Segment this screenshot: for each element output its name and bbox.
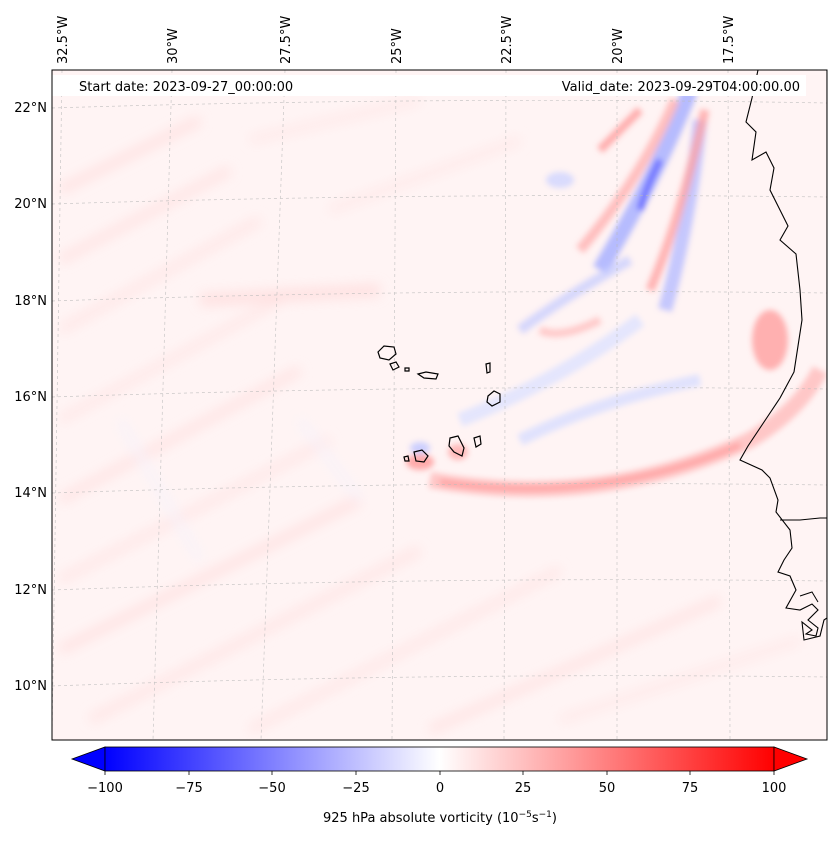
map-border xyxy=(51,69,828,741)
cape-verde-islands xyxy=(377,345,501,463)
lon-label-17-5w: 17.5°W xyxy=(722,16,737,64)
island-sao-vicente xyxy=(389,361,400,371)
island-fogo xyxy=(413,449,429,463)
bissagos-outline xyxy=(799,591,819,603)
vorticity-streak-features xyxy=(406,87,710,470)
colorbar: −100 −75 −50 −25 0 25 50 75 100 925 hPa … xyxy=(70,746,809,826)
gambia-river-outline xyxy=(780,517,827,521)
lon-label-30w: 30°W xyxy=(166,28,181,64)
colorbar-tick-label: 100 xyxy=(762,781,787,796)
colorbar-gradient xyxy=(104,746,775,772)
longitude-labels: 32.5°W 30°W 27.5°W 25°W 22.5°W 20°W 17.5… xyxy=(56,16,737,64)
colorbar-tick-label: −50 xyxy=(258,781,285,796)
colorbar-label: 925 hPa absolute vorticity (10−5s−1) xyxy=(323,810,557,826)
island-santa-luzia xyxy=(404,367,410,372)
island-santiago xyxy=(448,435,465,457)
island-sal xyxy=(485,362,491,374)
colorbar-left-extend-arrow xyxy=(70,746,106,772)
colorbar-tick-label: −75 xyxy=(175,781,202,796)
lon-label-25w: 25°W xyxy=(390,28,405,64)
lat-label-18n: 18°N xyxy=(14,294,47,309)
colorbar-label-exp1: −5 xyxy=(519,810,532,820)
africa-coastline xyxy=(739,70,827,641)
colorbar-label-mid: s xyxy=(532,811,539,826)
colorbar-label-end: ) xyxy=(552,811,557,826)
colorbar-tick-label: 75 xyxy=(682,781,699,796)
colorbar-tick-label: 0 xyxy=(436,781,444,796)
colorbar-label-exp2: −1 xyxy=(539,810,552,820)
lat-label-12n: 12°N xyxy=(14,583,47,598)
lon-label-32-5w: 32.5°W xyxy=(56,16,71,64)
colorbar-tick-label: 25 xyxy=(515,781,532,796)
colorbar-label-text: 925 hPa absolute vorticity (10 xyxy=(323,811,519,826)
island-brava xyxy=(403,455,410,462)
lat-label-16n: 16°N xyxy=(14,390,47,405)
lon-label-22-5w: 22.5°W xyxy=(500,16,515,64)
island-maio xyxy=(473,435,482,448)
colorbar-tick-label: −100 xyxy=(87,781,123,796)
vorticity-arc-feature xyxy=(428,310,827,497)
colorbar-tick-labels: −100 −75 −50 −25 0 25 50 75 100 xyxy=(87,781,786,796)
island-sao-nicolau xyxy=(416,371,439,380)
date-header-band xyxy=(52,75,806,96)
colorbar-ticks xyxy=(104,771,775,775)
lat-label-20n: 20°N xyxy=(14,197,47,212)
colorbar-right-extend-arrow xyxy=(773,746,809,772)
latitude-labels: 22°N 20°N 18°N 16°N 14°N 12°N 10°N xyxy=(14,101,47,694)
valid-date-label: Valid_date: 2023-09-29T04:00:00.00 xyxy=(562,80,800,95)
lat-label-22n: 22°N xyxy=(14,101,47,116)
graticule-lines xyxy=(52,70,827,740)
start-date-label: Start date: 2023-09-27_00:00:00 xyxy=(79,80,293,95)
lon-label-27-5w: 27.5°W xyxy=(279,16,294,64)
island-boa-vista xyxy=(486,390,501,407)
colorbar-tick-label: −25 xyxy=(342,781,369,796)
lat-label-10n: 10°N xyxy=(14,679,47,694)
colorbar-tick-label: 50 xyxy=(599,781,616,796)
island-santo-antao xyxy=(377,345,397,361)
lon-label-20w: 20°W xyxy=(611,28,626,64)
map-panel[interactable]: Start date: 2023-09-27_00:00:00 Valid_da… xyxy=(52,70,827,740)
lat-label-14n: 14°N xyxy=(14,486,47,501)
